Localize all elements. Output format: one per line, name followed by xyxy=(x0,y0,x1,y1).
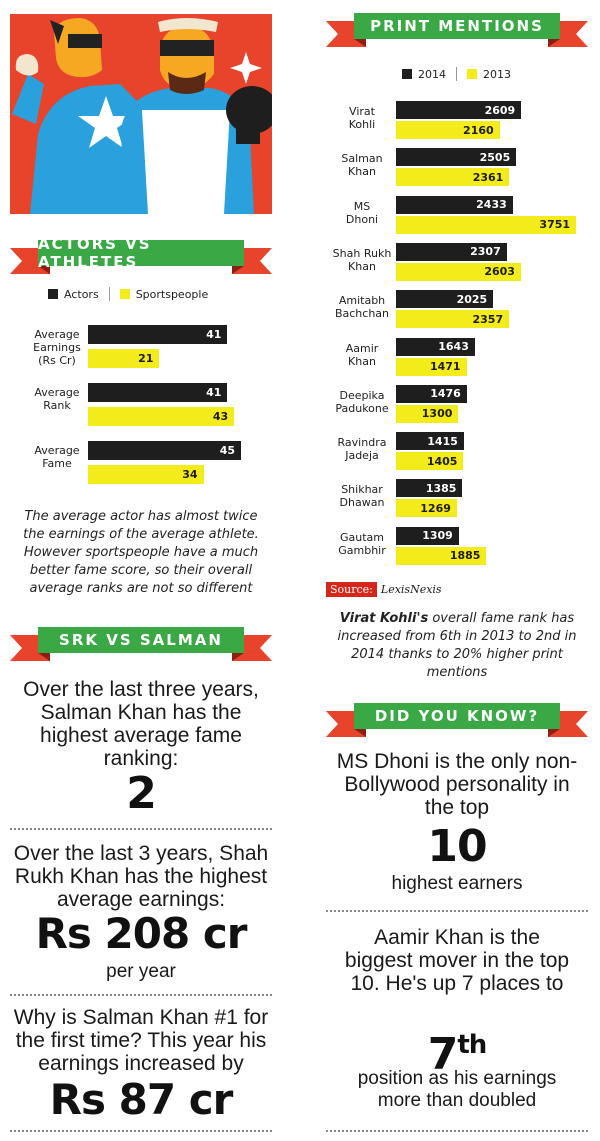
srk-vs-salman-banner: SRK VS SALMAN xyxy=(10,627,272,661)
legend-swatch-actors xyxy=(48,289,58,299)
bar-2014: 1643 xyxy=(396,337,475,356)
superheroes-icon xyxy=(12,18,272,214)
hero-illustration xyxy=(10,14,272,214)
bar-2014: 2433 xyxy=(396,195,513,214)
aamir-value: 7th xyxy=(326,1020,588,1080)
divider xyxy=(326,910,588,912)
divider xyxy=(10,994,272,996)
source-line: Source: LexisNexis xyxy=(326,582,442,597)
bar-actors: 41 xyxy=(88,325,228,344)
category-label: Virat Kohli xyxy=(348,105,376,131)
bar-2013: 2160 xyxy=(396,121,500,139)
bar-2014: 1385 xyxy=(396,479,463,498)
actors-legend: Actors Sportspeople xyxy=(48,287,208,301)
category-label: Average Earnings (Rs Cr) xyxy=(33,328,81,367)
bar-2014: 1309 xyxy=(396,526,459,545)
legend-label-sportspeople: Sportspeople xyxy=(135,287,209,301)
aamir-value-number: 7 xyxy=(427,1029,459,1080)
category-label: Shikhar Dhawan xyxy=(339,483,385,510)
aamir-suffix: position as his earnings more than doubl… xyxy=(357,1068,557,1111)
print-mentions-banner: PRINT MENTIONS xyxy=(326,13,588,47)
category-label: Gautam Gambhir xyxy=(338,530,386,557)
category-label: Deepika Padukone xyxy=(335,388,389,415)
bar-2013: 2603 xyxy=(396,262,521,281)
srk-earnings-suffix: per year xyxy=(106,961,176,982)
bar-2014: 2609 xyxy=(396,101,522,119)
aamir-text: Aamir Khan is the biggest mover in the t… xyxy=(344,926,570,995)
kohli-note: Virat Kohli's overall fame rank has incr… xyxy=(330,610,584,682)
divider xyxy=(326,1130,588,1132)
category-label: Ravindra Jadeja xyxy=(337,436,387,463)
divider xyxy=(10,1130,272,1132)
srk-vs-salman-title: SRK VS SALMAN xyxy=(38,627,244,653)
bar-2014: 1476 xyxy=(396,384,467,403)
bar-2013: 2357 xyxy=(396,310,510,329)
bar-2014: 2025 xyxy=(396,290,494,309)
bar-sportspeople: 34 xyxy=(88,465,204,484)
legend-swatch-2013 xyxy=(467,69,477,79)
bar-actors: 41 xyxy=(88,383,228,402)
salman-increase-value: Rs 87 cr xyxy=(49,1075,234,1124)
source-name: LexisNexis xyxy=(380,583,442,596)
legend-label-actors: Actors xyxy=(64,287,99,301)
bar-2013: 1885 xyxy=(396,546,487,565)
salman-increase-text: Why is Salman Khan #1 for the first time… xyxy=(13,1006,269,1075)
bar-2014: 2505 xyxy=(396,148,517,167)
legend-label-2013: 2013 xyxy=(483,67,511,81)
bar-2013: 3751 xyxy=(396,215,577,234)
bar-sportspeople: 43 xyxy=(88,407,235,426)
legend-swatch-sportspeople xyxy=(119,289,130,299)
bar-2013: 1300 xyxy=(396,404,459,423)
did-you-know-title: DID YOU KNOW? xyxy=(354,703,560,729)
category-label: Amitabh Bachchan xyxy=(334,294,390,321)
category-label: Aamir Khan xyxy=(345,341,379,368)
srk-earnings-text: Over the last 3 years, Shah Rukh Khan ha… xyxy=(13,842,269,911)
dhoni-suffix: highest earners xyxy=(391,873,523,894)
actors-vs-athletes-title: ACTORS VS ATHLETES xyxy=(38,235,244,271)
legend-swatch-2014 xyxy=(402,69,412,79)
bar-2013: 1405 xyxy=(396,452,464,471)
bar-2014: 1415 xyxy=(396,432,464,451)
actors-vs-athletes-banner: ACTORS VS ATHLETES xyxy=(10,235,272,274)
bar-2013: 1471 xyxy=(396,357,467,376)
category-label: MS Dhoni xyxy=(345,199,379,226)
print-mentions-title: PRINT MENTIONS xyxy=(354,13,560,39)
bar-2014: 2307 xyxy=(396,242,507,261)
print-mentions-legend: 2014 2013 xyxy=(402,67,511,81)
dhoni-text: MS Dhoni is the only non-Bollywood perso… xyxy=(336,750,578,819)
actors-note: The average actor has almost twice the e… xyxy=(23,509,259,596)
salman-fame-value: 2 xyxy=(126,768,157,819)
category-label: Salman Khan xyxy=(341,152,383,179)
kohli-note-rest: overall fame rank has increased from 6th… xyxy=(337,611,577,680)
bar-sportspeople: 21 xyxy=(88,349,160,368)
bar-2013: 2361 xyxy=(396,168,510,187)
source-label: Source: xyxy=(326,582,377,597)
did-you-know-banner: DID YOU KNOW? xyxy=(326,703,588,737)
category-label: Average Fame xyxy=(34,444,80,470)
divider xyxy=(10,828,272,830)
salman-fame-text: Over the last three years, Salman Khan h… xyxy=(23,678,259,770)
dhoni-value: 10 xyxy=(427,821,487,872)
bar-2013: 1269 xyxy=(396,499,457,518)
srk-earnings-value: Rs 208 cr xyxy=(35,909,248,958)
bar-actors: 45 xyxy=(88,441,241,460)
category-label: Shah Rukh Khan xyxy=(332,246,392,273)
kohli-note-bold: Virat Kohli's xyxy=(339,611,429,626)
legend-label-2014: 2014 xyxy=(418,67,446,81)
category-label: Average Rank xyxy=(34,386,80,412)
aamir-value-suffix: th xyxy=(457,1030,487,1060)
